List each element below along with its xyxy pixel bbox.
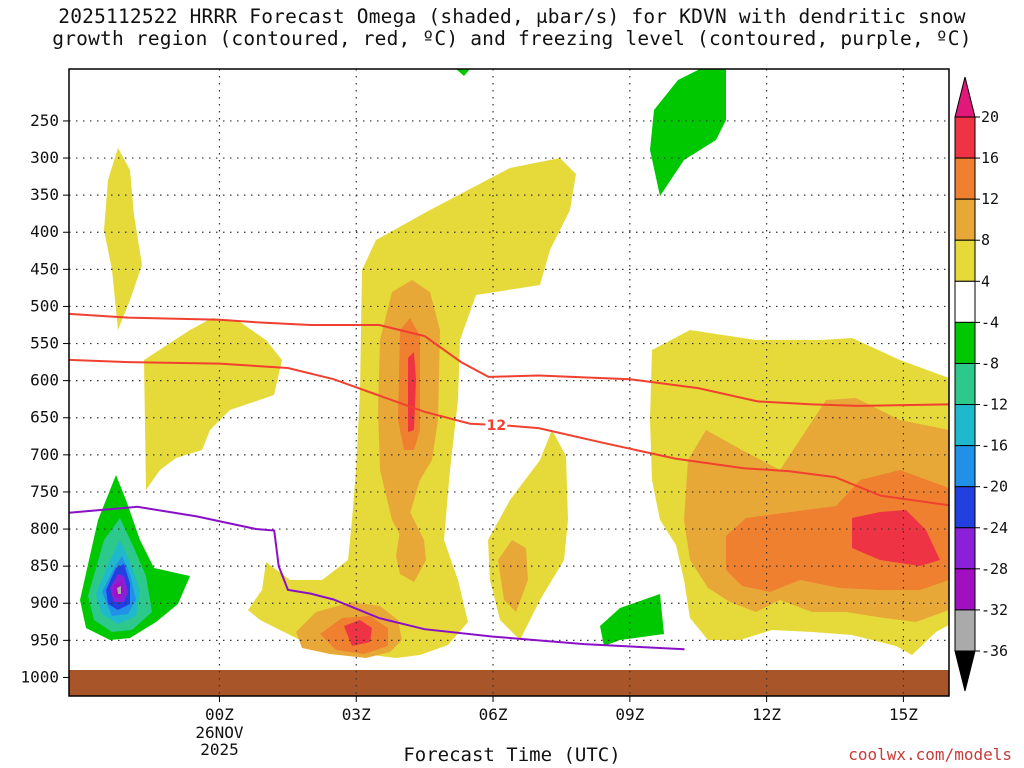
colorbar-arrow-bottom bbox=[954, 650, 976, 692]
watermark: coolwx.com/models bbox=[848, 745, 1012, 764]
contour-label: 12 bbox=[487, 418, 506, 434]
x-tick-label: 03Z bbox=[342, 705, 371, 724]
yellow-plume-left bbox=[104, 148, 142, 330]
colorbar-swatch bbox=[954, 568, 976, 611]
x-tick-label: 15Z bbox=[889, 705, 918, 724]
chart-title: 2025112522 HRRR Forecast Omega (shaded, … bbox=[0, 6, 1024, 50]
colorbar-label: 16 bbox=[981, 149, 999, 167]
y-tick-label: 850 bbox=[30, 556, 59, 575]
chart-title-line2: growth region (contoured, red, ºC) and f… bbox=[52, 27, 972, 50]
colorbar-label: -16 bbox=[981, 437, 1008, 455]
colorbar-swatch bbox=[954, 362, 976, 406]
red-core-column bbox=[408, 352, 416, 432]
colorbar-swatch bbox=[954, 445, 976, 488]
dgz-contour-line bbox=[69, 312, 949, 407]
freezing-level-line bbox=[69, 505, 685, 651]
colorbar-label: -24 bbox=[981, 519, 1008, 537]
x-tick-label: 06Z bbox=[479, 705, 508, 724]
y-tick-label: 900 bbox=[30, 593, 59, 612]
y-axis: 250 300 350 400 450 500 550 600 650 700 750 800 850 9… bbox=[20, 111, 59, 687]
colorbar-label: -32 bbox=[981, 601, 1008, 619]
y-tick-label: 800 bbox=[30, 519, 59, 538]
y-tick-label: 650 bbox=[30, 408, 59, 427]
colorbar-swatch bbox=[954, 280, 976, 323]
chart-title-line1: 2025112522 HRRR Forecast Omega (shaded, … bbox=[58, 5, 966, 28]
colorbar-swatch bbox=[954, 239, 976, 282]
colorbar-label: 8 bbox=[981, 231, 990, 249]
colorbar-swatch bbox=[954, 404, 976, 447]
yellow-block-left bbox=[144, 318, 282, 490]
colorbar-label: 20 bbox=[981, 108, 999, 126]
colorbar-swatch bbox=[954, 321, 976, 364]
x-tick-sublabel: 26NOV bbox=[195, 723, 244, 742]
x-tick-label: 12Z bbox=[752, 705, 781, 724]
colorbar-swatch bbox=[954, 116, 976, 159]
y-tick-label: 400 bbox=[30, 222, 59, 241]
y-tick-label: 950 bbox=[30, 630, 59, 649]
green-blob-bottom bbox=[600, 594, 664, 646]
colorbar: 20 16 12 8 4 -4 -8 -12 -16 -20 -24 -28 -32 -36 bbox=[954, 76, 1008, 692]
colorbar-label: -36 bbox=[981, 642, 1008, 660]
y-tick-label: 550 bbox=[30, 334, 59, 353]
y-tick-label: 750 bbox=[30, 482, 59, 501]
colorbar-arrow-top bbox=[954, 76, 976, 118]
y-tick-label: 300 bbox=[30, 148, 59, 167]
y-tick-label: 250 bbox=[30, 111, 59, 130]
plot-frame bbox=[68, 68, 950, 697]
green-blob-top-center bbox=[456, 69, 470, 76]
orange-lower-tongue bbox=[396, 512, 426, 582]
colorbar-label: -20 bbox=[981, 478, 1008, 496]
colorbar-label: 4 bbox=[981, 272, 990, 290]
grid bbox=[63, 69, 949, 702]
y-tick-label: 350 bbox=[30, 185, 59, 204]
y-tick-label: 1000 bbox=[20, 667, 59, 686]
colorbar-swatch bbox=[954, 198, 976, 241]
x-tick-label: 09Z bbox=[615, 705, 644, 724]
colorbar-swatch bbox=[954, 157, 976, 200]
y-tick-label: 700 bbox=[30, 445, 59, 464]
colorbar-swatch bbox=[954, 527, 976, 570]
colorbar-swatch bbox=[954, 609, 976, 652]
y-tick-label: 600 bbox=[30, 371, 59, 390]
ground-strip bbox=[69, 670, 949, 696]
colorbar-label: 12 bbox=[981, 190, 999, 208]
x-tick-label: 00Z bbox=[205, 705, 234, 724]
orange-mid-tongue bbox=[498, 540, 528, 612]
colorbar-label: -4 bbox=[981, 313, 999, 331]
colorbar-label: -28 bbox=[981, 560, 1008, 578]
colorbar-label: -8 bbox=[981, 354, 999, 372]
colorbar-swatch bbox=[954, 486, 976, 529]
x-tick-sublabel: 2025 bbox=[200, 740, 239, 759]
red-right-core bbox=[852, 510, 940, 566]
green-blob-top-right bbox=[650, 69, 726, 196]
y-tick-label: 500 bbox=[30, 296, 59, 315]
y-tick-label: 450 bbox=[30, 259, 59, 278]
neg-cell-gray bbox=[117, 586, 121, 594]
x-axis-title: Forecast Time (UTC) bbox=[403, 744, 621, 766]
colorbar-label: -12 bbox=[981, 396, 1008, 414]
red-low-cell bbox=[344, 620, 372, 646]
contour-label-bg bbox=[485, 416, 508, 433]
contours: 12 bbox=[69, 312, 949, 651]
